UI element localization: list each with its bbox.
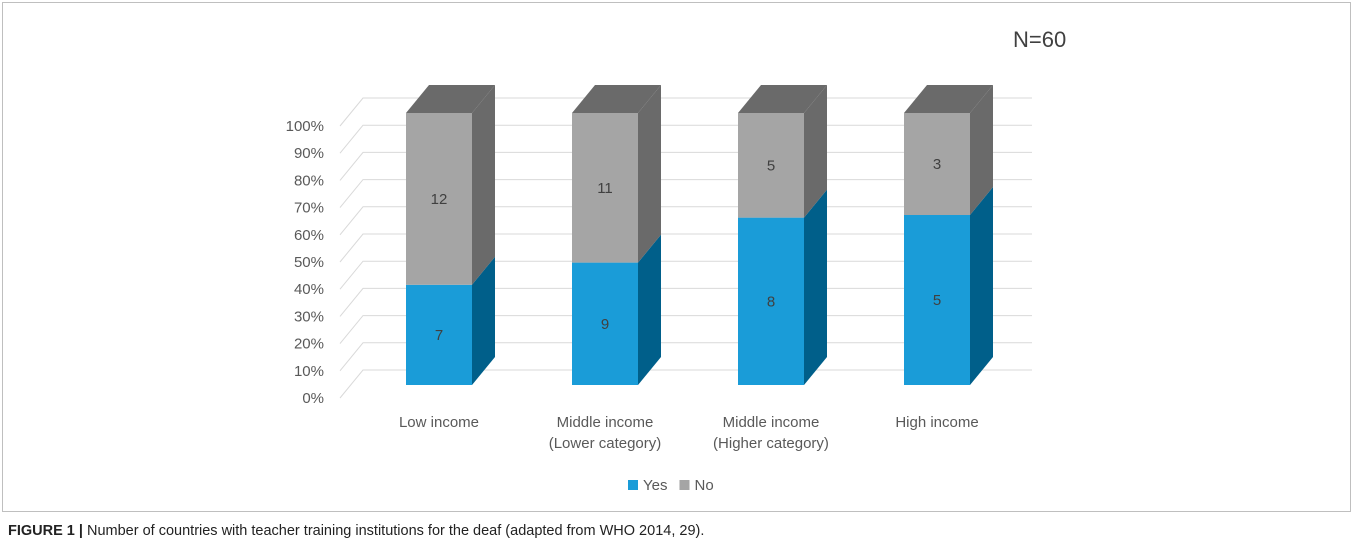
legend-label-no: No xyxy=(694,477,713,494)
data-label: 9 xyxy=(601,316,609,333)
bar-side-no xyxy=(970,85,993,215)
data-label: 5 xyxy=(767,157,775,174)
bar-segment-yes xyxy=(572,262,638,385)
bar-top xyxy=(572,85,661,113)
chart-frame xyxy=(2,2,1351,512)
y-tick-label: 40% xyxy=(294,281,324,298)
bar-segment-no xyxy=(904,113,970,215)
sample-size-annotation: N=60 xyxy=(1013,27,1066,52)
bar-side-no xyxy=(804,85,827,218)
data-label: 5 xyxy=(933,292,941,309)
x-category-label: Middle income xyxy=(723,414,820,431)
y-tick-label: 50% xyxy=(294,254,324,271)
y-tick-label: 30% xyxy=(294,308,324,325)
legend-swatch-yes xyxy=(628,480,638,490)
figure-label: FIGURE 1 | xyxy=(8,523,83,539)
y-tick-label: 100% xyxy=(286,118,324,135)
x-category-label: (Higher category) xyxy=(713,435,829,452)
bar-side-yes xyxy=(472,256,495,385)
bar-side-yes xyxy=(638,234,661,385)
y-tick-label: 0% xyxy=(302,390,324,407)
legend-swatch-no xyxy=(679,480,690,490)
y-tick-label: 20% xyxy=(294,336,324,353)
bar-segment-yes xyxy=(738,217,804,385)
bar-side-yes xyxy=(804,189,827,385)
y-tick-label: 10% xyxy=(294,363,324,380)
y-tick-label: 70% xyxy=(294,200,324,217)
bar-side-yes xyxy=(970,187,993,385)
bar-segment-no xyxy=(572,113,638,263)
caption-text: Number of countries with teacher trainin… xyxy=(82,523,705,539)
bar-side-no xyxy=(638,85,661,263)
x-category-label: High income xyxy=(895,414,978,431)
data-label: 8 xyxy=(767,293,775,310)
x-category-label: Low income xyxy=(399,414,479,431)
bar-side-no xyxy=(472,85,495,285)
bar-segment-yes xyxy=(406,284,472,385)
bar-segment-no xyxy=(406,113,472,285)
data-label: 12 xyxy=(431,191,448,208)
bar-segment-no xyxy=(738,113,804,218)
data-label: 11 xyxy=(597,180,613,197)
data-label: 3 xyxy=(933,156,941,173)
x-category-label: (Lower category) xyxy=(549,435,662,452)
x-category-label: Middle income xyxy=(557,414,654,431)
y-tick-label: 90% xyxy=(294,145,324,162)
bar-top xyxy=(406,85,495,113)
bar-top xyxy=(738,85,827,113)
y-tick-label: 60% xyxy=(294,227,324,244)
legend-label-yes: Yes xyxy=(643,477,667,494)
y-tick-label: 80% xyxy=(294,172,324,189)
figure-caption: FIGURE 1 | Number of countries with teac… xyxy=(8,523,704,539)
bar-segment-yes xyxy=(904,215,970,385)
data-label: 7 xyxy=(435,327,443,344)
bar-top xyxy=(904,85,993,113)
